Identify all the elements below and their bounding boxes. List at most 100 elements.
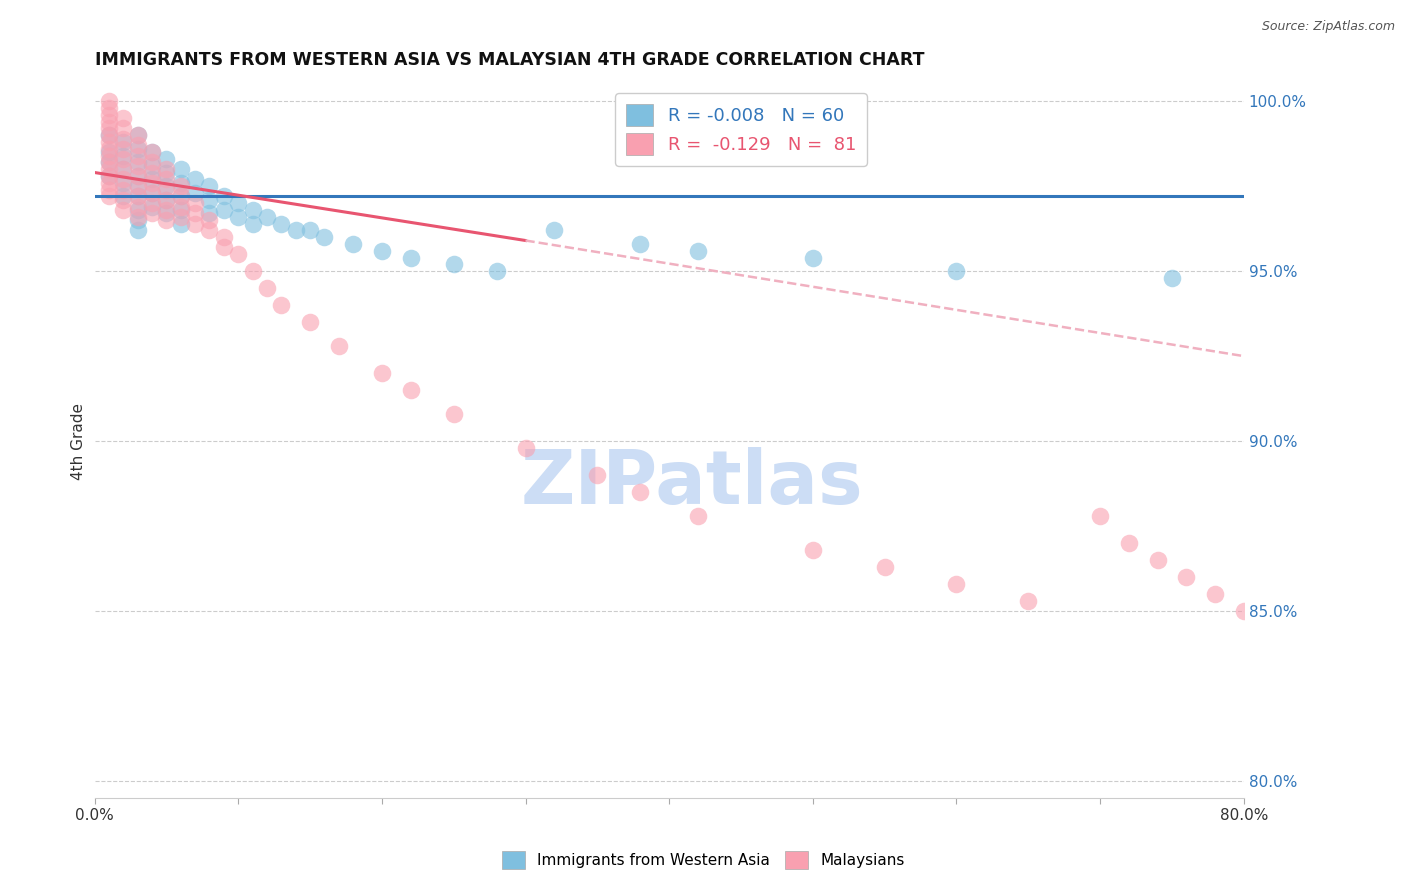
Point	[170, 210, 193, 224]
Point	[141, 186, 163, 200]
Point	[112, 111, 135, 125]
Point	[198, 213, 221, 227]
Point	[112, 142, 135, 156]
Point	[184, 206, 207, 220]
Point	[485, 264, 508, 278]
Point	[127, 169, 149, 183]
Point	[270, 217, 292, 231]
Point	[155, 202, 177, 217]
Point	[299, 315, 322, 329]
Point	[342, 236, 364, 251]
Point	[97, 114, 120, 128]
Point	[155, 206, 177, 220]
Point	[1161, 271, 1184, 285]
Point	[97, 189, 120, 203]
Point	[212, 189, 235, 203]
Point	[127, 202, 149, 217]
Point	[543, 223, 565, 237]
Point	[112, 121, 135, 136]
Point	[270, 298, 292, 312]
Point	[112, 162, 135, 177]
Point	[170, 176, 193, 190]
Point	[112, 182, 135, 196]
Point	[127, 155, 149, 169]
Y-axis label: 4th Grade: 4th Grade	[72, 402, 86, 480]
Point	[97, 145, 120, 160]
Point	[586, 468, 609, 483]
Point	[299, 223, 322, 237]
Point	[630, 485, 652, 500]
Point	[155, 152, 177, 166]
Text: IMMIGRANTS FROM WESTERN ASIA VS MALAYSIAN 4TH GRADE CORRELATION CHART: IMMIGRANTS FROM WESTERN ASIA VS MALAYSIA…	[94, 51, 924, 69]
Point	[97, 162, 120, 177]
Point	[256, 210, 278, 224]
Point	[155, 162, 177, 177]
Point	[170, 189, 193, 203]
Point	[873, 560, 896, 574]
Point	[127, 200, 149, 214]
Point	[443, 407, 465, 421]
Point	[1146, 553, 1168, 567]
Point	[127, 159, 149, 173]
Point	[945, 264, 967, 278]
Point	[170, 179, 193, 194]
Point	[1175, 570, 1198, 584]
Point	[127, 223, 149, 237]
Point	[371, 366, 394, 380]
Point	[141, 159, 163, 173]
Point	[127, 213, 149, 227]
Point	[226, 247, 249, 261]
Point	[141, 176, 163, 190]
Point	[127, 189, 149, 203]
Point	[127, 169, 149, 183]
Point	[97, 169, 120, 183]
Point	[97, 148, 120, 162]
Point	[141, 200, 163, 214]
Point	[170, 162, 193, 177]
Point	[399, 251, 422, 265]
Point	[170, 217, 193, 231]
Point	[127, 179, 149, 194]
Point	[170, 189, 193, 203]
Point	[284, 223, 307, 237]
Text: Source: ZipAtlas.com: Source: ZipAtlas.com	[1261, 20, 1395, 33]
Point	[127, 138, 149, 153]
Point	[112, 189, 135, 203]
Point	[198, 206, 221, 220]
Point	[801, 251, 824, 265]
Point	[212, 230, 235, 244]
Point	[97, 176, 120, 190]
Point	[242, 202, 264, 217]
Point	[184, 217, 207, 231]
Point	[226, 210, 249, 224]
Point	[127, 142, 149, 156]
Point	[443, 257, 465, 271]
Point	[630, 236, 652, 251]
Point	[515, 441, 537, 455]
Point	[97, 169, 120, 183]
Point	[141, 196, 163, 211]
Point	[112, 176, 135, 190]
Point	[97, 108, 120, 122]
Point	[242, 264, 264, 278]
Point	[112, 172, 135, 186]
Point	[97, 128, 120, 142]
Legend: Immigrants from Western Asia, Malaysians: Immigrants from Western Asia, Malaysians	[495, 845, 911, 875]
Point	[686, 244, 709, 258]
Point	[141, 206, 163, 220]
Point	[141, 186, 163, 200]
Point	[127, 148, 149, 162]
Point	[127, 128, 149, 142]
Point	[184, 172, 207, 186]
Point	[97, 155, 120, 169]
Point	[141, 165, 163, 179]
Point	[155, 172, 177, 186]
Point	[1118, 536, 1140, 550]
Point	[328, 339, 350, 353]
Point	[155, 182, 177, 196]
Point	[198, 179, 221, 194]
Point	[184, 196, 207, 211]
Point	[141, 172, 163, 186]
Point	[97, 128, 120, 142]
Point	[399, 383, 422, 397]
